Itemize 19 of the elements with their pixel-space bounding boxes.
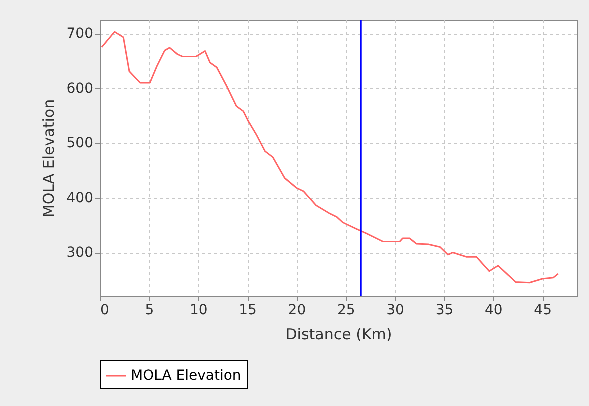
x-tick-label: 45	[534, 302, 552, 318]
x-tick-label: 5	[145, 302, 154, 318]
y-tick-label: 700	[66, 26, 94, 42]
y-axis-title: MOLA Elevation	[40, 99, 58, 218]
x-tick-label: 30	[386, 302, 404, 318]
y-tick-label: 300	[66, 245, 94, 262]
x-tick-label: 20	[288, 302, 306, 318]
x-tick-label: 15	[239, 302, 257, 318]
x-axis-title: Distance (Km)	[286, 326, 392, 344]
y-tick-label: 600	[66, 80, 94, 97]
x-tick-label: 40	[484, 302, 503, 318]
line-series	[101, 31, 560, 284]
x-tick-label: 25	[337, 302, 356, 318]
y-tick-label: 400	[66, 190, 94, 206]
x-tick-label: 10	[190, 302, 208, 318]
x-tick-label: 35	[436, 302, 454, 318]
x-tick-label: 0	[100, 302, 110, 318]
legend-label: MOLA Elevation	[131, 368, 242, 384]
y-tick-label: 500	[66, 136, 94, 152]
